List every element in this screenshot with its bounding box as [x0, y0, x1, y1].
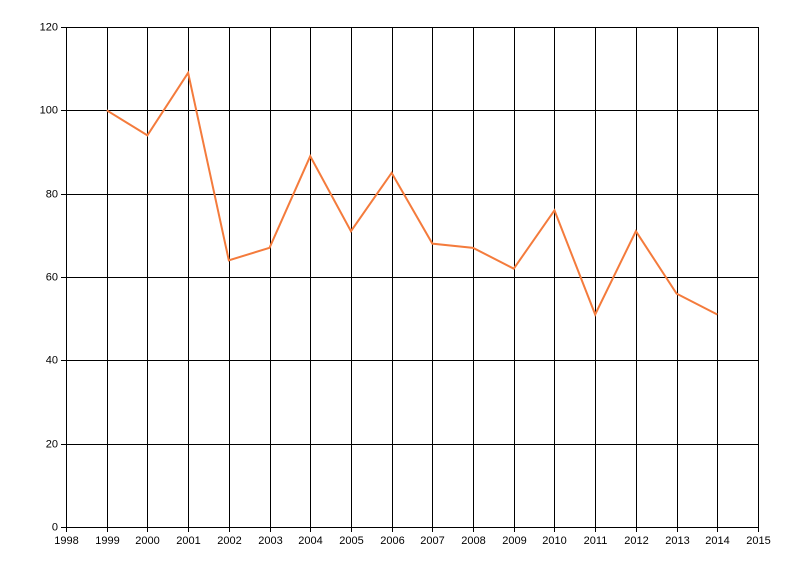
x-tick-label: 2005 [339, 535, 363, 547]
data-line [106, 70, 718, 317]
x-tick-label: 2002 [217, 535, 241, 547]
y-tick-label: 40 [46, 354, 58, 366]
x-tick-label: 2013 [665, 535, 689, 547]
x-tick-label: 2011 [584, 535, 608, 547]
x-tick-label: 2010 [542, 535, 566, 547]
x-tick-label: 2008 [461, 535, 485, 547]
x-tick-label: 2006 [380, 535, 404, 547]
x-tick-label: 2004 [298, 535, 322, 547]
y-tick-label: 120 [40, 21, 58, 33]
x-tick-label: 2000 [135, 535, 159, 547]
y-tick-label: 0 [52, 521, 58, 533]
x-tick-label: 2001 [176, 535, 200, 547]
x-tick-label: 1998 [54, 535, 78, 547]
x-tick-label: 2014 [705, 535, 729, 547]
y-tick-label: 100 [40, 104, 58, 116]
x-tick-label: 2007 [420, 535, 444, 547]
y-tick-label: 20 [46, 438, 58, 450]
x-tick-label: 2015 [746, 535, 770, 547]
x-tick-label: 2012 [624, 535, 648, 547]
x-tick-label: 2009 [502, 535, 526, 547]
x-tick-label: 1999 [95, 535, 119, 547]
x-tick-label: 2003 [258, 535, 282, 547]
y-tick-label: 60 [46, 271, 58, 283]
y-tick-label: 80 [46, 188, 58, 200]
